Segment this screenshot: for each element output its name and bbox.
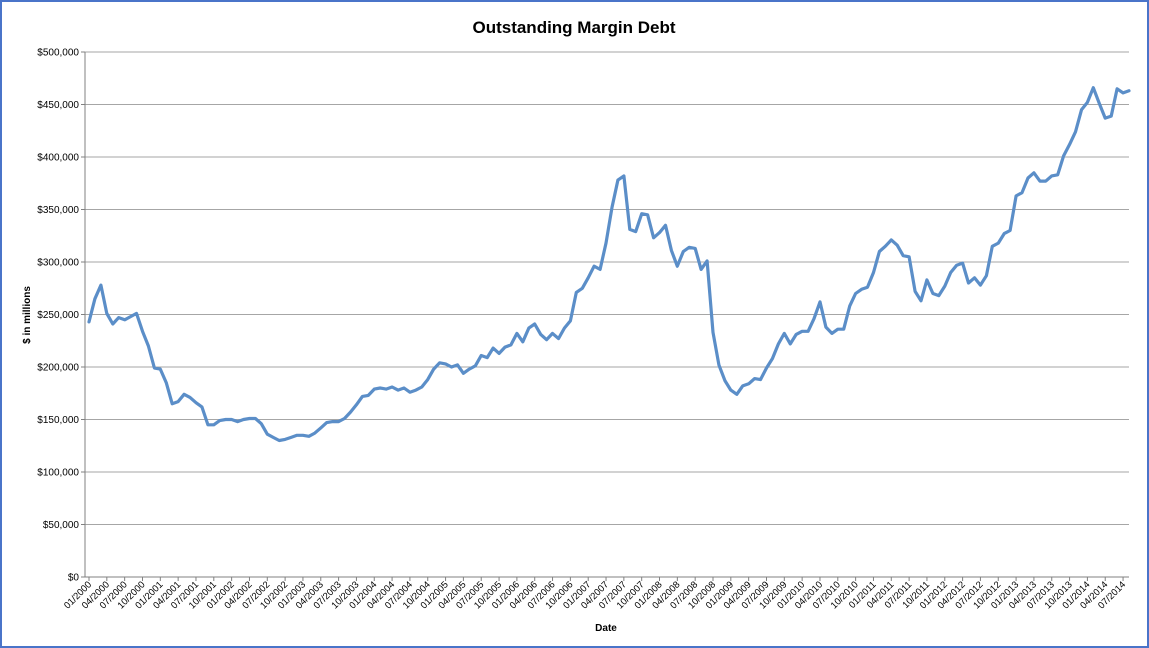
y-tick-label: $450,000 (37, 100, 79, 111)
y-tick-label: $300,000 (37, 258, 79, 269)
x-tick-labels: 01/200004/200007/200010/200001/200104/20… (62, 579, 1128, 611)
y-tick-label: $150,000 (37, 415, 79, 426)
axes (81, 51, 1129, 581)
y-tick-label: $400,000 (37, 153, 79, 164)
series-line-margin-debt (87, 86, 1131, 443)
y-tick-label: $100,000 (37, 468, 79, 479)
x-axis-label: Date (595, 623, 617, 634)
chart-title: Outstanding Margin Debt (472, 18, 675, 37)
y-tick-labels: $0 $50,000 $100,000 $150,000 $200,000 $250,00… (37, 48, 79, 584)
y-tick-label: $200,000 (37, 363, 79, 374)
gridlines (85, 51, 1129, 525)
y-axis-label: $ in millions (22, 286, 33, 344)
y-tick-label: $350,000 (37, 205, 79, 216)
y-tick-label: $0 (68, 573, 80, 584)
y-tick-label: $250,000 (37, 310, 79, 321)
y-tick-label: $50,000 (43, 520, 80, 531)
y-tick-label: $500,000 (37, 48, 79, 59)
